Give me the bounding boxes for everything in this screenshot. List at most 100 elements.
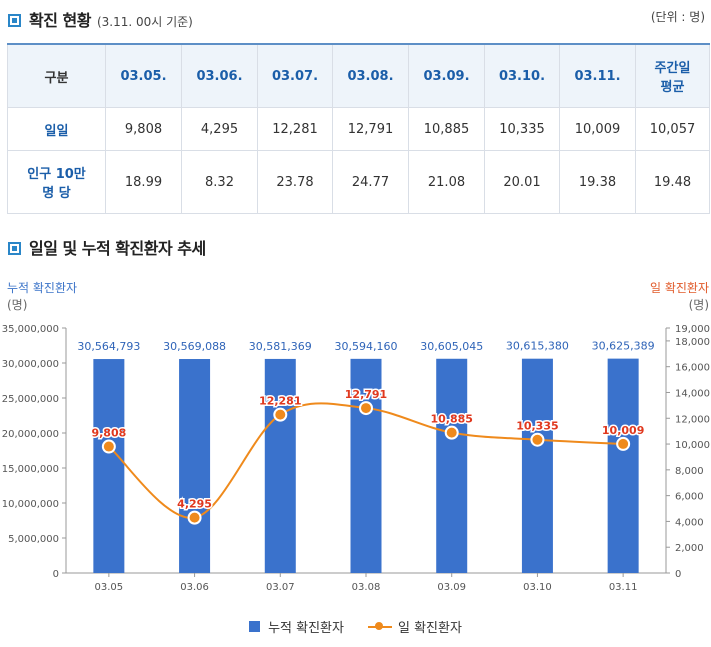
- right-tick-label: 10,000: [675, 440, 710, 451]
- square-bullet-icon: [8, 242, 21, 255]
- table-cell: 19.38: [559, 150, 636, 214]
- right-tick-label: 2,000: [675, 543, 704, 554]
- legend-label: 누적 확진환자: [268, 621, 344, 636]
- table-cell: 18.99: [105, 150, 182, 214]
- bar-value-label: 30,581,369: [249, 340, 312, 353]
- left-tick-label: 0: [53, 569, 59, 580]
- right-tick-label: 0: [675, 569, 681, 580]
- header-cell: 03.08.: [332, 43, 409, 108]
- line-point: [359, 401, 373, 416]
- status-section-header: 확진 현황 (3.11. 00시 기준): [8, 7, 193, 31]
- bar: [436, 358, 468, 573]
- table-cell: 10,009: [559, 107, 636, 151]
- left-tick-label: 10,000,000: [2, 499, 59, 510]
- bar: [179, 359, 211, 573]
- trend-section-header: 일일 및 누적 확진환자 추세: [8, 235, 206, 259]
- x-tick-label: 03.11: [609, 582, 638, 593]
- bar-value-label: 30,564,793: [77, 340, 140, 353]
- table-cell: 23.78: [257, 150, 333, 214]
- table-cell: 8.32: [181, 150, 258, 214]
- line-value-label: 10,335: [516, 420, 558, 433]
- header-cell: 03.06.: [181, 43, 258, 108]
- legend-label: 일 확진환자: [397, 621, 462, 636]
- legend-bar-swatch: [249, 621, 261, 632]
- line-value-label: 10,885: [430, 413, 472, 426]
- header-cell: 03.07.: [257, 43, 333, 108]
- trend-title: 일일 및 누적 확진환자 추세: [29, 239, 206, 258]
- left-tick-label: 20,000,000: [2, 429, 59, 440]
- left-axis-unit: (명): [7, 298, 28, 312]
- right-tick-label: 16,000: [675, 363, 710, 374]
- line-point: [273, 407, 288, 422]
- line-value-label: 12,281: [259, 395, 301, 408]
- line-point: [187, 510, 202, 525]
- status-table: 구분 03.05. 03.06. 03.07. 03.08. 03.09. 03.10. 03…: [7, 43, 710, 214]
- bar: [264, 358, 296, 573]
- line-point: [444, 425, 459, 440]
- bar: [93, 359, 125, 573]
- right-tick-label: 4,000: [675, 517, 704, 528]
- table-cell: 20.01: [484, 150, 560, 214]
- left-tick-label: 30,000,000: [2, 359, 59, 370]
- right-tick-label: 19,000: [675, 324, 710, 335]
- left-tick-label: 35,000,000: [2, 324, 59, 335]
- right-tick-label: 6,000: [675, 492, 704, 503]
- header-cell: 03.11.: [559, 43, 636, 108]
- table-row: 인구 10만 명 당 18.99 8.32 23.78 24.77 21.08 20.01 19…: [7, 150, 710, 214]
- right-tick-label: 14,000: [675, 388, 710, 399]
- table-cell: 19.48: [635, 150, 710, 214]
- line-point: [530, 432, 545, 447]
- x-tick-label: 03.10: [523, 582, 552, 593]
- bar-value-label: 30,594,160: [335, 340, 398, 353]
- table-cell: 10,885: [408, 107, 485, 151]
- bar-value-label: 30,615,380: [506, 340, 569, 353]
- header-cell: 03.09.: [408, 43, 485, 108]
- left-tick-label: 25,000,000: [2, 394, 59, 405]
- right-tick-label: 12,000: [675, 414, 710, 425]
- header-cell: 주간일 평균: [635, 43, 710, 108]
- bar: [607, 358, 639, 573]
- bar: [350, 358, 382, 573]
- table-cell: 10,057: [635, 107, 710, 151]
- right-tick-label: 18,000: [675, 337, 710, 348]
- left-tick-label: 5,000,000: [8, 534, 59, 545]
- left-axis-title: 누적 확진환자: [7, 281, 78, 295]
- status-title: 확진 현황: [29, 11, 91, 30]
- line-value-label: 10,009: [602, 424, 644, 437]
- chart-legend: 누적 확진환자 일 확진환자: [0, 617, 711, 636]
- table-cell: 21.08: [408, 150, 485, 214]
- square-bullet-icon: [8, 14, 21, 27]
- line-value-label: 12,791: [345, 388, 387, 401]
- unit-label: (단위 : 명): [650, 10, 705, 24]
- line-point: [101, 439, 116, 454]
- right-tick-label: 8,000: [675, 466, 704, 477]
- trend-chart: 0 5,000,000 10,000,000 15,000,000 20,000,000…: [2, 324, 710, 593]
- header-cell: 03.05.: [105, 43, 182, 108]
- header-cell: 03.10.: [484, 43, 560, 108]
- legend-line-swatch: [367, 621, 392, 633]
- table-cell: 9,808: [105, 107, 182, 151]
- line-point: [616, 436, 631, 451]
- legend-item-daily: 일 확진환자: [367, 617, 462, 636]
- row-label: 인구 10만 명 당: [7, 150, 106, 214]
- status-subtitle: (3.11. 00시 기준): [96, 15, 193, 29]
- left-tick-label: 15,000,000: [2, 464, 59, 475]
- line-value-label: 9,808: [91, 427, 126, 440]
- row-label: 일일: [7, 107, 106, 151]
- header-cell-category: 구분: [7, 43, 106, 108]
- line-value-label: 4,295: [177, 498, 212, 511]
- table-cell: 12,791: [332, 107, 409, 151]
- table-header-row: 구분 03.05. 03.06. 03.07. 03.08. 03.09. 03.10. 03…: [7, 43, 710, 108]
- x-tick-label: 03.06: [180, 582, 209, 593]
- table-cell: 24.77: [332, 150, 409, 214]
- bar: [521, 358, 553, 573]
- table-cell: 12,281: [257, 107, 333, 151]
- bar-value-label: 30,605,045: [420, 340, 483, 353]
- legend-item-cumulative: 누적 확진환자: [249, 617, 344, 636]
- x-tick-label: 03.08: [352, 582, 381, 593]
- table-cell: 10,335: [484, 107, 560, 151]
- bar-value-label: 30,569,088: [163, 340, 226, 353]
- right-axis-title: 일 확진환자: [649, 281, 709, 295]
- bar-value-label: 30,625,389: [592, 340, 655, 353]
- x-tick-label: 03.05: [95, 582, 124, 593]
